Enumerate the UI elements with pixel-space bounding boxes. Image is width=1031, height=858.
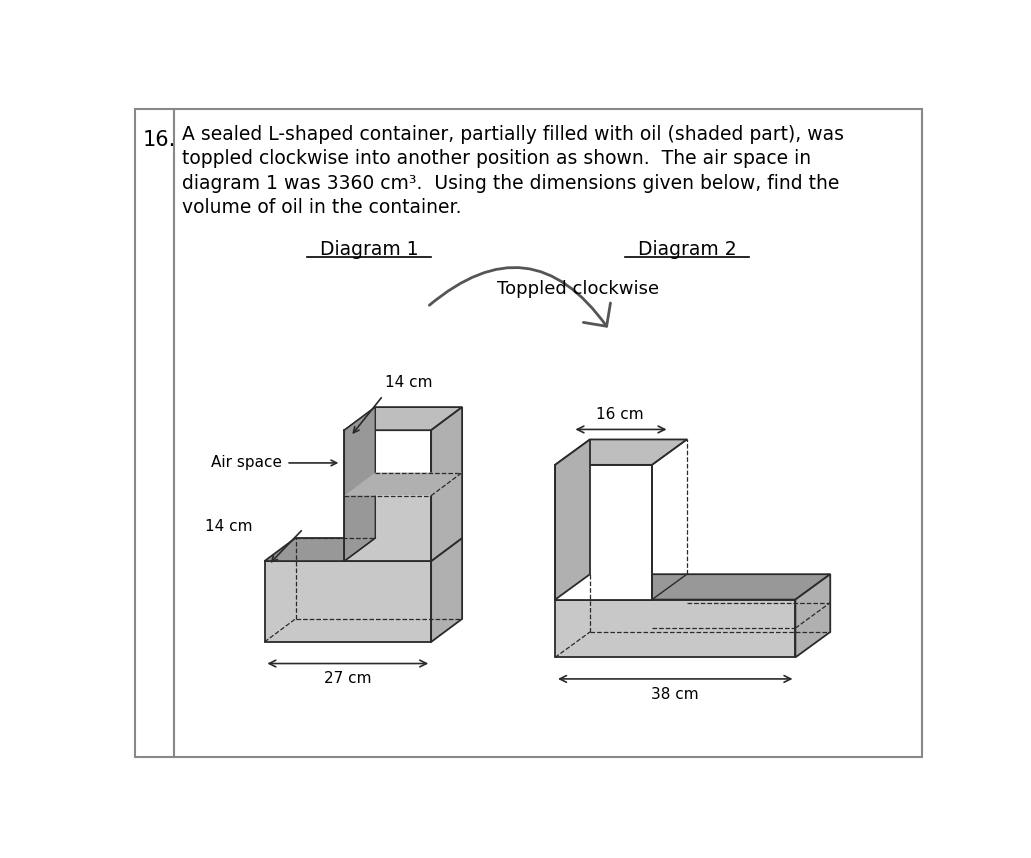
Polygon shape [265, 561, 431, 642]
Polygon shape [795, 574, 830, 657]
Text: Toppled clockwise: Toppled clockwise [497, 280, 660, 298]
Polygon shape [555, 465, 652, 600]
Polygon shape [344, 496, 431, 561]
Polygon shape [555, 600, 795, 657]
Text: toppled clockwise into another position as shown.  The air space in: toppled clockwise into another position … [181, 149, 810, 168]
Text: diagram 1 was 3360 cm³.  Using the dimensions given below, find the: diagram 1 was 3360 cm³. Using the dimens… [181, 174, 839, 193]
Polygon shape [431, 407, 462, 561]
Text: 14 cm: 14 cm [385, 375, 432, 390]
Text: volume of oil in the container.: volume of oil in the container. [181, 198, 461, 217]
Text: A sealed L-shaped container, partially filled with oil (shaded part), was: A sealed L-shaped container, partially f… [181, 124, 843, 143]
Text: 16.: 16. [143, 130, 176, 150]
Text: Diagram 1: Diagram 1 [320, 240, 419, 259]
Text: Diagram 2: Diagram 2 [637, 240, 736, 259]
Polygon shape [344, 473, 462, 496]
Text: 38 cm: 38 cm [652, 686, 699, 702]
Polygon shape [431, 538, 462, 642]
Polygon shape [555, 439, 590, 600]
Polygon shape [555, 439, 687, 465]
FancyArrowPatch shape [429, 268, 610, 326]
Polygon shape [344, 407, 462, 430]
Polygon shape [265, 538, 462, 561]
Polygon shape [344, 430, 431, 496]
Text: 14 cm: 14 cm [205, 519, 253, 535]
Text: 16 cm: 16 cm [596, 407, 644, 422]
Text: Air space: Air space [211, 456, 282, 470]
Polygon shape [555, 574, 830, 600]
Text: 27 cm: 27 cm [324, 671, 371, 686]
Polygon shape [344, 407, 375, 561]
